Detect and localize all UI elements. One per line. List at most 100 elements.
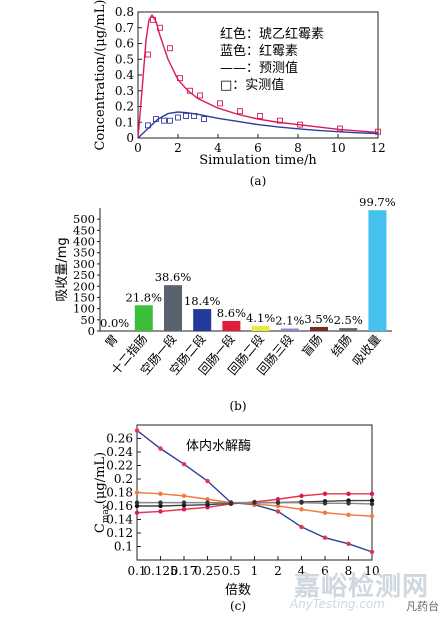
panel-a-data-marker	[167, 117, 173, 124]
panel-a-data-marker	[277, 117, 283, 124]
panel-c-data-point	[299, 524, 304, 530]
panel-b-y-tick-label: 150	[73, 290, 95, 304]
panel-b-data-label: 4.1%	[246, 311, 275, 325]
panel-a-data-marker	[217, 100, 223, 107]
panel-a-y-tick-label: 0.5	[115, 52, 134, 66]
panel-a-data-marker	[237, 108, 243, 115]
panel-c-data-point	[205, 497, 210, 502]
panel-c-data-point	[205, 500, 210, 505]
watermark-badge: 凡药台	[406, 600, 439, 613]
panel-c-data-point	[346, 512, 351, 517]
panel-a-series-line	[137, 13, 379, 139]
panel-c-data-point	[369, 501, 375, 507]
panel-c-data-point	[134, 503, 140, 509]
panel-c-data-point	[369, 498, 375, 503]
panel-c-data-point	[346, 491, 351, 497]
panel-a-data-marker	[167, 45, 173, 52]
panel-b-y-tick-label: 100	[73, 302, 95, 316]
panel-a-data-marker	[337, 125, 343, 132]
panel-b-caption: (b)	[229, 399, 246, 413]
panel-c-x-tick-label: 1	[251, 564, 259, 578]
panel-c-data-point	[275, 503, 281, 509]
panel-b-data-label: 99.7%	[359, 195, 396, 209]
panel-c-y-axis-label-main: C	[93, 523, 108, 533]
panel-a-y-tick-label: 0.2	[115, 100, 134, 114]
watermark-text: 嘉峪检测网	[293, 572, 429, 602]
panel-c-data-point	[275, 500, 281, 505]
panel-a-data-marker	[197, 92, 203, 99]
panel-a-x-tick-label: 6	[254, 141, 262, 155]
panel-c-y-axis-label-unit: (μg/mL)	[93, 452, 108, 504]
panel-a-data-marker	[145, 122, 151, 129]
panel-b-bar	[368, 210, 387, 331]
panel-a-x-tick-label: 0	[134, 141, 142, 155]
panel-c-data-point	[299, 507, 304, 512]
panel-a-caption: (a)	[250, 174, 267, 188]
panel-c-x-tick-label: 10	[364, 564, 379, 578]
panel-c-data-point	[158, 509, 163, 514]
panel-b-y-tick-label: 450	[73, 223, 95, 237]
panel-a-y-tick-label: 0.8	[115, 5, 134, 19]
panel-c-data-point	[158, 491, 163, 497]
panel-b-data-label: 38.6%	[155, 270, 192, 284]
panel-c-data-point	[369, 513, 375, 519]
panel-c-x-tick-label: 0.125	[143, 564, 177, 578]
panel-c-y-tick-label: 0.1	[114, 540, 133, 554]
panel-b-data-label: 0.0%	[100, 316, 129, 330]
panel-b-y-tick-label: 0	[88, 324, 95, 338]
panel-c-data-point	[275, 497, 281, 502]
panel-a-y-tick-label: 0	[126, 131, 134, 145]
panel-c: 0.10.120.140.160.180.20.220.240.260.10.1…	[93, 424, 380, 613]
panel-a-data-marker	[150, 16, 156, 23]
panel-c-y-tick-label: 0.22	[106, 459, 133, 473]
panel-b-y-tick-label: 50	[80, 313, 95, 327]
panel-c-y-axis-label: Cmax(μg/mL)	[93, 452, 111, 533]
panel-a-y-tick-label: 0.3	[115, 84, 134, 98]
panel-a-y-tick-label: 0.6	[115, 37, 134, 51]
panel-a-y-tick-label: 0.7	[115, 21, 134, 35]
panel-c-x-tick-label: 0.17	[171, 564, 198, 578]
panel-a-legend-entry: ——：预测值	[220, 60, 298, 76]
panel-b-x-tick-label: 结肠	[328, 332, 354, 359]
panel-c-x-tick-label: 4	[298, 564, 306, 578]
panel-c-data-point	[134, 510, 140, 515]
panel-c-data-point	[346, 541, 351, 546]
panel-b-x-tick-label: 胃	[102, 332, 120, 350]
panel-c-x-tick-label: 8	[345, 564, 353, 578]
panel-c-caption: (c)	[230, 599, 246, 613]
panel-a-legend-entry: 蓝色：红霉素	[220, 43, 298, 59]
panel-a-x-tick-label: 8	[294, 141, 302, 155]
panel-a-data-marker	[145, 51, 151, 58]
panel-c-data-point	[228, 500, 234, 505]
panel-b-y-tick-label: 500	[73, 212, 95, 226]
panel-a-series-line	[137, 111, 379, 139]
panel-c-data-point	[322, 510, 328, 515]
panel-b-x-tick-label: 盲肠	[298, 331, 325, 359]
panel-a-legend-entry: 红色：琥乙红霉素	[220, 26, 324, 42]
panel-c-data-point	[181, 493, 187, 499]
panel-b-y-tick-label: 200	[73, 279, 95, 293]
panel-c-data-point	[252, 500, 257, 505]
panel-b-data-label: 2.5%	[334, 313, 363, 327]
panel-a-y-tick-label: 0.1	[115, 115, 134, 129]
panel-b-bar	[339, 328, 358, 331]
panel-c-data-point	[181, 461, 187, 467]
panel-a-data-marker	[175, 114, 181, 121]
panel-c-x-tick-label: 0.5	[221, 564, 240, 578]
panel-b-bar	[164, 285, 182, 331]
panel-a-data-marker	[161, 117, 167, 124]
panel-c-data-point	[134, 428, 140, 433]
panel-a-data-marker	[187, 87, 193, 94]
panel-c-data-point	[322, 501, 328, 506]
panel-b-data-label: 18.4%	[184, 294, 221, 308]
panel-c-y-tick-label: 0.16	[106, 499, 133, 513]
panel-c-frame	[136, 424, 373, 561]
panel-a: 0 2 4 6 8 10 1200.10.20.30.40.50.60.70.8Simula…	[93, 0, 386, 188]
panel-b-y-axis-label: 吸收量/mg	[55, 237, 70, 301]
panel-c-data-point	[322, 535, 328, 540]
panel-c-data-point	[369, 491, 375, 497]
panel-a-x-tick-label: 2	[174, 141, 182, 155]
panel-b-y-tick-label: 250	[73, 268, 95, 282]
panel-b-data-label: 3.5%	[304, 312, 333, 326]
